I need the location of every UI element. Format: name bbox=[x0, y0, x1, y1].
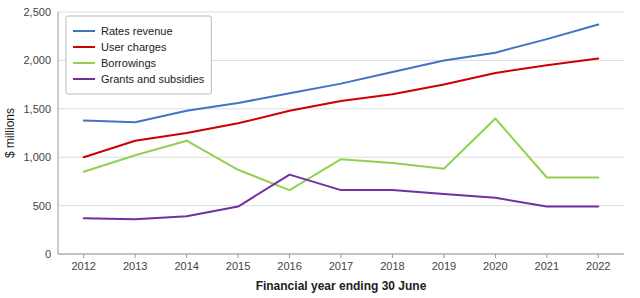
x-tick-label: 2015 bbox=[226, 260, 250, 272]
chart-container: 0 500 1,000 1,500 2,000 2,500 2012 2013 2014 2015… bbox=[0, 0, 640, 298]
x-ticks: 2012 2013 2014 2015 2016 2017 2018 2019 2020 2021… bbox=[71, 254, 610, 272]
x-tick bbox=[186, 254, 187, 258]
legend-box bbox=[66, 16, 211, 94]
x-tick bbox=[392, 254, 393, 258]
x-tick bbox=[238, 254, 239, 258]
y-tick-label: 1,000 bbox=[23, 151, 51, 163]
x-axis-label: Financial year ending 30 June bbox=[256, 279, 427, 293]
legend-label: Borrowings bbox=[101, 57, 157, 69]
series-line bbox=[84, 58, 599, 157]
x-tick bbox=[135, 254, 136, 258]
legend-label: Grants and subsidies bbox=[101, 73, 205, 85]
grid-line bbox=[58, 157, 624, 158]
x-tick bbox=[495, 254, 496, 258]
legend-swatch bbox=[73, 62, 95, 64]
x-tick-label: 2020 bbox=[483, 260, 507, 272]
legend-swatch bbox=[73, 46, 95, 48]
legend-label: Rates revenue bbox=[101, 25, 173, 37]
series-line bbox=[84, 175, 599, 220]
x-tick-label: 2021 bbox=[535, 260, 559, 272]
grid-line bbox=[58, 108, 624, 109]
x-tick bbox=[598, 254, 599, 258]
x-tick-label: 2013 bbox=[123, 260, 147, 272]
y-axis-label: $ millions bbox=[3, 108, 17, 158]
legend-label: User charges bbox=[101, 41, 167, 53]
y-tick-label: 500 bbox=[33, 200, 51, 212]
y-tick-label: 0 bbox=[45, 248, 51, 260]
y-tick-label: 2,500 bbox=[23, 6, 51, 18]
legend-swatch bbox=[73, 30, 95, 32]
x-tick-label: 2016 bbox=[277, 260, 301, 272]
x-tick-label: 2014 bbox=[174, 260, 198, 272]
x-tick bbox=[83, 254, 84, 258]
legend-swatch bbox=[73, 78, 95, 80]
x-tick-label: 2022 bbox=[586, 260, 610, 272]
series-line bbox=[84, 118, 599, 190]
grid-line bbox=[58, 12, 624, 13]
y-tick-label: 1,500 bbox=[23, 103, 51, 115]
legend: Rates revenue User charges Borrowings Grant… bbox=[66, 16, 211, 94]
y-grid bbox=[58, 12, 624, 254]
y-axis-line bbox=[58, 12, 59, 254]
x-tick bbox=[443, 254, 444, 258]
x-tick-label: 2017 bbox=[329, 260, 353, 272]
y-tick-label: 2,000 bbox=[23, 54, 51, 66]
y-tick-labels: 0 500 1,000 1,500 2,000 2,500 bbox=[23, 6, 51, 260]
x-tick-label: 2012 bbox=[71, 260, 95, 272]
chart: 0 500 1,000 1,500 2,000 2,500 2012 2013 2014 2015… bbox=[0, 0, 640, 298]
x-tick bbox=[546, 254, 547, 258]
x-tick-label: 2019 bbox=[432, 260, 456, 272]
x-tick bbox=[289, 254, 290, 258]
x-tick bbox=[341, 254, 342, 258]
x-tick-label: 2018 bbox=[380, 260, 404, 272]
